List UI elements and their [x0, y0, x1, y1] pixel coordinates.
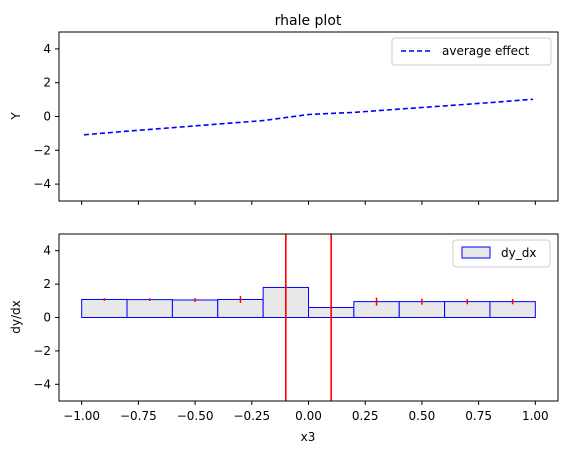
legend-label-dy-dx: dy_dx [501, 246, 536, 260]
bottom-x-tick-label: 0.25 [352, 409, 379, 423]
legend-patch-dy-dx [461, 246, 491, 259]
top-plot: rhale plot −4 −2 0 2 4 Y average effect [9, 13, 559, 205]
bottom-x-tick-label: 0.50 [409, 409, 436, 423]
bottom-y-ticks: −4 −2 0 2 4 [33, 244, 59, 391]
top-y-axis-label: Y [9, 112, 23, 121]
bottom-y-tick-label: 2 [43, 277, 51, 291]
top-y-tick-label: 4 [43, 42, 51, 56]
bottom-vlines [285, 234, 332, 401]
bottom-x-tick-label: 0.00 [295, 409, 322, 423]
bottom-y-tick-label: 0 [43, 311, 51, 325]
bottom-x-tick-label: −1.00 [63, 409, 100, 423]
top-y-tick-label: −4 [33, 177, 51, 191]
bottom-x-tick-label: −0.50 [177, 409, 214, 423]
top-y-tick-label: 2 [43, 76, 51, 90]
top-x-ticks [81, 201, 536, 205]
dy-dx-bar [81, 298, 128, 318]
bottom-x-axis-label: x3 [301, 430, 316, 444]
top-series [83, 98, 534, 136]
top-legend: average effect [391, 37, 552, 66]
bottom-plot-frame [58, 233, 559, 402]
bottom-x-tick-label: 1.00 [522, 409, 549, 423]
bottom-x-tick-label: −0.75 [120, 409, 157, 423]
bottom-legend: dy_dx [452, 239, 551, 268]
top-y-ticks: −4 −2 0 2 4 [33, 42, 59, 191]
legend-label-average-effect: average effect [442, 44, 530, 58]
chart-title: rhale plot [275, 13, 342, 29]
top-legend-box [391, 37, 552, 66]
bottom-plot: −4 −2 0 2 4 −1.00 −0.75 −0.50 −0.25 0.00 0.25 0.50… [9, 233, 559, 444]
bottom-y-axis-label: dy/dx [9, 300, 23, 333]
bottom-x-tick-label: 0.75 [465, 409, 492, 423]
bottom-y-tick-label: 4 [43, 244, 51, 258]
top-y-tick-label: 0 [43, 110, 51, 124]
bottom-y-tick-label: −4 [33, 377, 51, 391]
top-plot-frame [58, 31, 559, 202]
bottom-x-tick-label: −0.25 [233, 409, 270, 423]
series-line-average-effect [83, 98, 534, 136]
dy-dx-bar [126, 299, 173, 319]
bottom-y-tick-label: −2 [33, 344, 51, 358]
bottom-x-ticks: −1.00 −0.75 −0.50 −0.25 0.00 0.25 0.50 0.75 1.00 [63, 401, 549, 423]
dy-dx-bar [171, 299, 219, 318]
top-y-tick-label: −2 [33, 143, 51, 157]
